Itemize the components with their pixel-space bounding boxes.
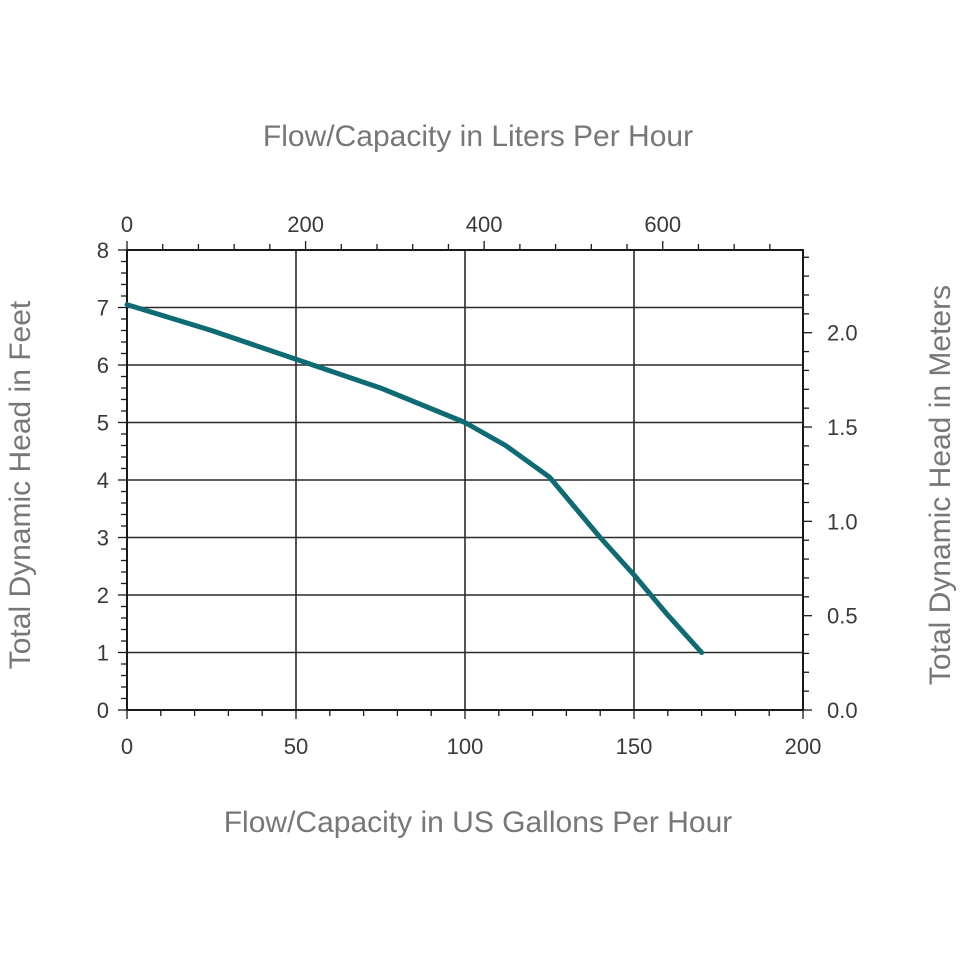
y-axis-right-title: Total Dynamic Head in Meters: [924, 285, 957, 685]
y-left-tick-label: 5: [97, 411, 109, 436]
y-left-tick-label: 6: [97, 353, 109, 378]
y-right-tick-label: 1.0: [827, 509, 858, 534]
y-right-tick-label: 0.5: [827, 604, 858, 629]
x-axis-bottom-title: Flow/Capacity in US Gallons Per Hour: [224, 806, 733, 839]
x-bottom-tick-label: 50: [284, 734, 308, 759]
plot-frame: [126, 249, 804, 711]
x-bottom-tick-label: 200: [785, 734, 822, 759]
x-bottom-tick-label: 100: [447, 734, 484, 759]
x-bottom-tick-label: 150: [616, 734, 653, 759]
x-axis-top-title: Flow/Capacity in Liters Per Hour: [263, 120, 693, 153]
grid-layer: [127, 250, 803, 710]
y-right-tick-label: 0.0: [827, 698, 858, 723]
y-left-tick-label: 4: [97, 468, 109, 493]
x-top-tick-label: 0: [121, 212, 133, 237]
y-axis-left-title: Total Dynamic Head in Feet: [4, 300, 37, 669]
y-left-tick-label: 7: [97, 296, 109, 321]
y-left-tick-label: 2: [97, 583, 109, 608]
tick-labels: 0 1 2 3 4 5 6 7 8 0.0 0.5 1.0 1.5 2.0 0 50 100 150 200 0 200…: [97, 212, 858, 759]
x-top-tick-label: 600: [644, 212, 681, 237]
x-top-tick-label: 400: [466, 212, 503, 237]
y-right-tick-label: 1.5: [827, 415, 858, 440]
y-left-tick-label: 0: [97, 698, 109, 723]
x-bottom-tick-label: 0: [121, 734, 133, 759]
y-left-tick-label: 8: [97, 238, 109, 263]
y-left-tick-label: 3: [97, 526, 109, 551]
y-right-tick-label: 2.0: [827, 321, 858, 346]
x-top-tick-label: 200: [287, 212, 324, 237]
series-line-head-curve: [124, 302, 705, 655]
y-left-tick-label: 1: [97, 641, 109, 666]
